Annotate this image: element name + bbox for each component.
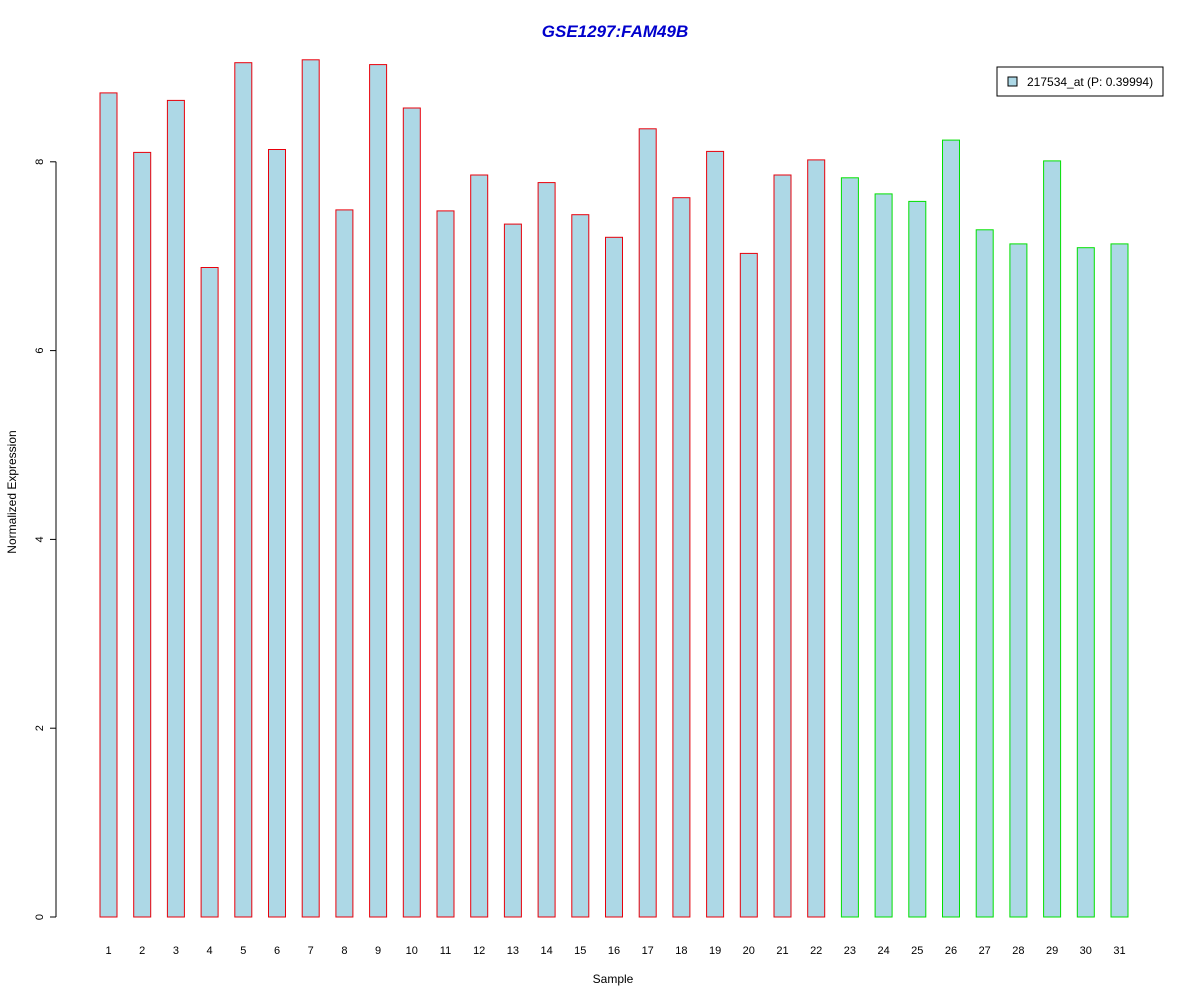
x-tick-label: 9 bbox=[375, 945, 381, 957]
x-tick-label: 16 bbox=[608, 945, 620, 957]
bar-sample-14 bbox=[537, 182, 556, 918]
y-axis-label: Normalized Expression bbox=[5, 430, 19, 553]
x-tick-label: 8 bbox=[341, 945, 347, 957]
x-tick-label: 2 bbox=[139, 945, 145, 957]
bar-sample-23 bbox=[840, 177, 859, 918]
x-tick-label: 4 bbox=[207, 945, 213, 957]
x-tick-label: 22 bbox=[810, 945, 822, 957]
bar-sample-28 bbox=[1009, 243, 1028, 918]
bar-sample-6 bbox=[268, 149, 286, 918]
x-tick-label: 18 bbox=[675, 945, 687, 957]
x-tick-label: 26 bbox=[945, 945, 957, 957]
x-axis-label: Sample bbox=[593, 972, 634, 986]
bar-sample-1 bbox=[99, 92, 118, 918]
bar-sample-22 bbox=[807, 159, 826, 918]
bar-sample-19 bbox=[706, 150, 725, 918]
bar-sample-10 bbox=[402, 107, 421, 918]
x-tick-label: 1 bbox=[105, 945, 111, 957]
bar-sample-27 bbox=[975, 229, 994, 918]
y-tick-label: 6 bbox=[34, 348, 46, 354]
x-tick-label: 20 bbox=[743, 945, 755, 957]
x-tick-label: 12 bbox=[473, 945, 485, 957]
bar-sample-18 bbox=[672, 197, 691, 918]
x-tick-label: 21 bbox=[776, 945, 788, 957]
bar-sample-17 bbox=[638, 128, 657, 918]
y-tick-label: 2 bbox=[34, 725, 46, 731]
y-axis: 0 2 4 6 8 bbox=[34, 159, 57, 920]
x-tick-label: 29 bbox=[1046, 945, 1058, 957]
bar-sample-29 bbox=[1043, 160, 1062, 918]
bar-sample-12 bbox=[470, 174, 489, 918]
x-tick-label: 24 bbox=[877, 945, 889, 957]
y-tick-label: 8 bbox=[34, 159, 46, 165]
legend-box bbox=[996, 66, 1164, 97]
legend-label: 217534_at (P: 0.39994) bbox=[1027, 75, 1153, 89]
y-tick-label: 0 bbox=[34, 914, 46, 920]
x-tick-label: 10 bbox=[406, 945, 418, 957]
x-tick-label: 3 bbox=[173, 945, 179, 957]
x-tick-label: 5 bbox=[240, 945, 246, 957]
x-tick-label: 14 bbox=[540, 945, 552, 957]
bar-sample-26 bbox=[942, 139, 960, 918]
bar-sample-3 bbox=[166, 99, 185, 918]
x-tick-label: 23 bbox=[844, 945, 856, 957]
x-tick-label: 13 bbox=[507, 945, 519, 957]
x-tick-label: 15 bbox=[574, 945, 586, 957]
x-tick-label: 28 bbox=[1012, 945, 1024, 957]
bar-sample-2 bbox=[133, 151, 152, 918]
x-tick-label: 27 bbox=[979, 945, 991, 957]
bar-sample-13 bbox=[503, 223, 522, 918]
bar-sample-15 bbox=[571, 214, 590, 918]
bar-sample-11 bbox=[436, 210, 455, 918]
chart-title: GSE1297:FAM49B bbox=[542, 22, 688, 41]
x-tick-label: 30 bbox=[1080, 945, 1092, 957]
y-tick-label: 4 bbox=[34, 536, 46, 542]
x-tick-label: 6 bbox=[274, 945, 280, 957]
bar-sample-25 bbox=[908, 200, 927, 918]
x-tick-label: 11 bbox=[440, 945, 451, 957]
x-tick-label: 25 bbox=[911, 945, 923, 957]
legend-swatch bbox=[1007, 76, 1018, 87]
bar-sample-5 bbox=[234, 62, 253, 918]
x-tick-labels: 1 2 3 4 5 6 7 8 9 10 11 12 13 14 15 16 17 18 19 20 21 22 23 24 2… bbox=[105, 945, 1125, 957]
bar-sample-16 bbox=[605, 236, 623, 918]
bar-sample-21 bbox=[773, 174, 792, 918]
x-tick-label: 19 bbox=[709, 945, 721, 957]
bar-sample-24 bbox=[874, 193, 893, 918]
bar-sample-8 bbox=[335, 209, 354, 918]
legend: 217534_at (P: 0.39994) bbox=[996, 66, 1164, 97]
bar-sample-7 bbox=[301, 59, 320, 918]
bars bbox=[99, 59, 1129, 918]
bar-sample-4 bbox=[200, 267, 219, 918]
x-tick-label: 7 bbox=[308, 945, 314, 957]
x-tick-label: 17 bbox=[642, 945, 654, 957]
bar-sample-30 bbox=[1076, 247, 1095, 918]
bar-sample-20 bbox=[739, 252, 758, 918]
bar-sample-31 bbox=[1110, 243, 1129, 918]
bar-sample-9 bbox=[369, 64, 388, 918]
x-tick-label: 31 bbox=[1113, 945, 1125, 957]
